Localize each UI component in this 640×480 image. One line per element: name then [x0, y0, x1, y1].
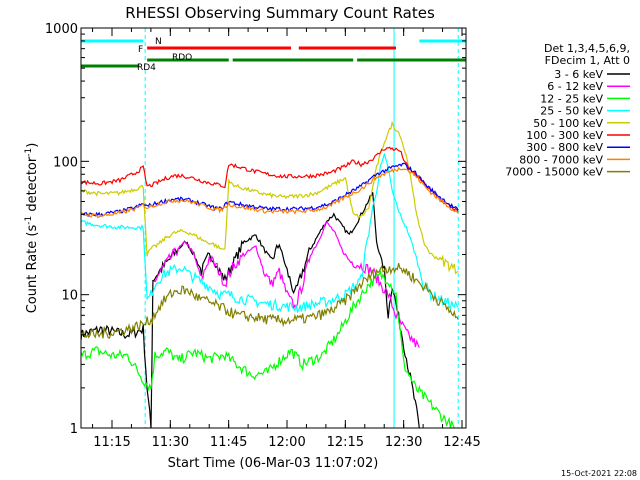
legend-entry-label: 50 - 100 keV	[533, 117, 603, 130]
legend-entry-label: 300 - 800 keV	[526, 141, 603, 154]
y-tick-label: 1	[70, 422, 78, 437]
x-axis: 11:15 11:30 11:45 12:00 12:15 12:30 12:45	[92, 28, 481, 450]
y-axis-label-main: Count Rate (s	[25, 225, 40, 314]
x-tick-label: 11:30	[152, 435, 189, 450]
series-line-1	[152, 221, 420, 348]
state-bar-label-rdo: RDO	[172, 53, 192, 63]
y-axis-label: Count Rate (s-1 detector-1)	[24, 143, 40, 314]
legend-entry-label: 6 - 12 keV	[547, 80, 603, 93]
state-bar-label-f: F	[138, 45, 143, 55]
y-tick-label: 1000	[45, 22, 78, 37]
legend: Det 1,3,4,5,6,9, FDecim 1, Att 0 3 - 6 k…	[505, 42, 630, 179]
x-tick-label: 12:30	[385, 435, 422, 450]
x-tick-label: 12:45	[443, 435, 480, 450]
series-line-0	[81, 191, 420, 428]
y-tick-label: 100	[53, 155, 78, 170]
x-tick-label: 11:15	[93, 435, 130, 450]
x-tick-label: 11:45	[210, 435, 247, 450]
state-bar-label-rd4: RD4	[137, 63, 156, 73]
series-line-8	[81, 263, 459, 339]
legend-entry-label: 12 - 25 keV	[540, 92, 603, 105]
legend-header-line2: FDecim 1, Att 0	[545, 54, 630, 67]
footer-timestamp: 15-Oct-2021 22:08	[561, 469, 637, 478]
y-tick-label: 10	[61, 289, 78, 304]
y-axis: 1 10 100 1000	[45, 22, 466, 437]
plot-frame	[80, 27, 467, 429]
x-tick-label: 12:00	[268, 435, 305, 450]
series-line-7	[81, 166, 459, 219]
x-axis-label: Start Time (06-Mar-03 11:07:02)	[168, 456, 379, 471]
legend-header-line1: Det 1,3,4,5,6,9,	[544, 42, 630, 55]
y-axis-label-sup1: -1	[24, 216, 34, 225]
legend-entry-label: 3 - 6 keV	[554, 68, 603, 81]
y-axis-label-end: )	[25, 143, 40, 148]
legend-entry-label: 800 - 7000 keV	[519, 153, 603, 166]
state-bar-label-n: N	[155, 37, 162, 47]
series-line-2	[81, 269, 455, 428]
series-line-4	[81, 120, 459, 275]
x-tick-label: 12:15	[327, 435, 364, 450]
series-line-3	[81, 152, 459, 314]
y-axis-label-sup2: -1	[24, 148, 34, 157]
series-line-5	[81, 146, 459, 212]
legend-entry-label: 100 - 300 keV	[526, 129, 603, 142]
legend-entry-label: 25 - 50 keV	[540, 105, 603, 118]
chart-title: RHESSI Observing Summary Count Rates	[125, 4, 435, 22]
legend-entry-label: 7000 - 15000 keV	[505, 166, 603, 179]
y-axis-label-mid: detector	[25, 156, 40, 216]
